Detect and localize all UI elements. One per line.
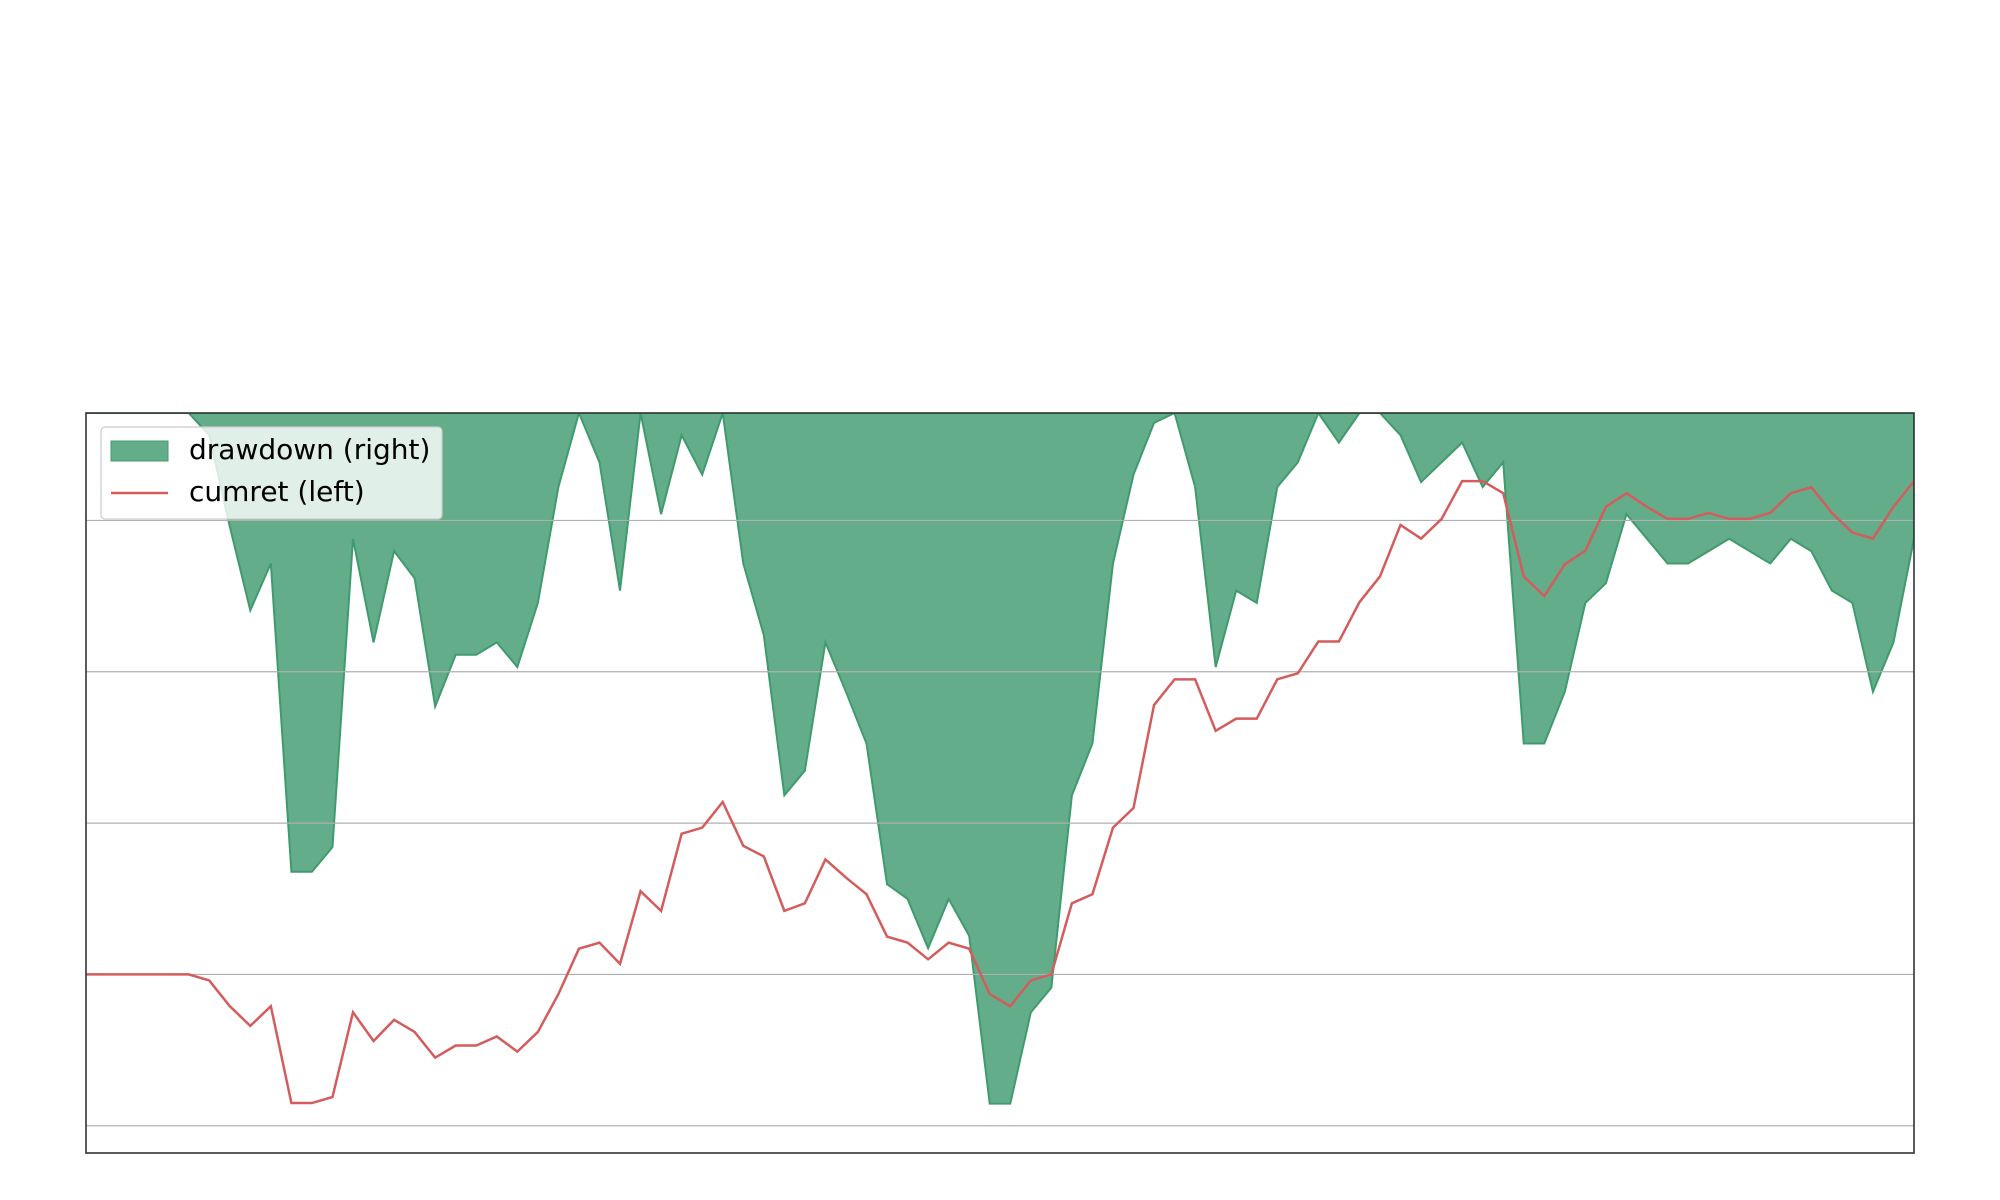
- cumret-line: [86, 479, 1914, 1105]
- plot-area: [86, 413, 1914, 1127]
- legend-label: drawdown (right): [189, 433, 430, 466]
- plot-frame: [85, 412, 1915, 1154]
- legend-swatch: [110, 440, 169, 462]
- drawdown-area: [86, 413, 1914, 1105]
- legend-box: [100, 426, 443, 520]
- legend: drawdown (right) cumret (left): [100, 426, 443, 520]
- legend-label: cumret (left): [189, 475, 365, 508]
